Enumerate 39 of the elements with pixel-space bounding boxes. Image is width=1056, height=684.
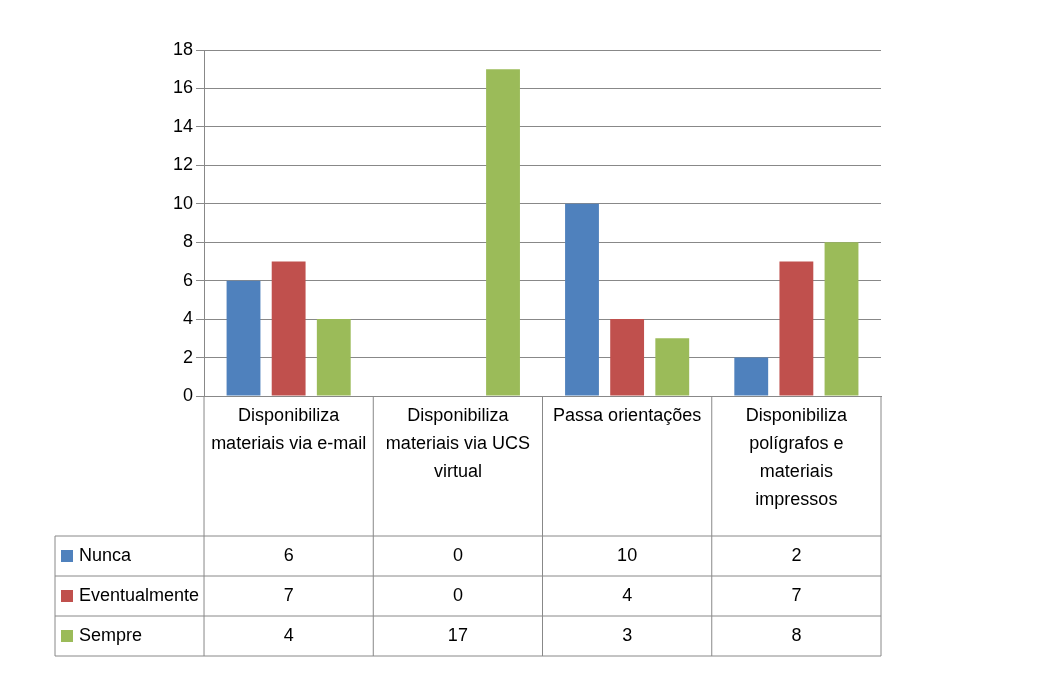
- y-tick-label: 8: [183, 231, 194, 252]
- data-label: 6: [283, 544, 294, 565]
- data-label: 0: [452, 584, 463, 605]
- legend-label: Eventualmente: [79, 584, 200, 605]
- y-tick-label: 16: [172, 77, 194, 98]
- y-tick-label: 14: [172, 115, 194, 136]
- y-tick-label: 4: [183, 308, 194, 329]
- y-tick-label: 10: [172, 192, 194, 213]
- y-tick-label: 6: [183, 269, 194, 290]
- data-label: 4: [283, 624, 294, 645]
- y-tick-label: 0: [183, 384, 194, 405]
- x-tick-label: Disponibiliza materiais via e-mail: [211, 404, 367, 453]
- data-label: 3: [622, 624, 633, 645]
- data-label: 17: [447, 624, 468, 645]
- bar: [610, 319, 645, 396]
- bar: [486, 69, 520, 396]
- data-label: 2: [791, 544, 802, 565]
- x-tick-label: Disponibiliza polígrafos e materiais impressos: [745, 404, 848, 509]
- legend-label: Sempre: [79, 624, 143, 645]
- x-tick-label: Disponibiliza materiais via UCS virtual: [385, 404, 530, 481]
- data-label: 10: [617, 544, 638, 565]
- data-label: 0: [452, 544, 463, 565]
- legend-label: Nunca: [79, 544, 133, 565]
- y-tick-label: 12: [172, 154, 194, 175]
- x-tick-label: Passa orientações: [553, 404, 702, 425]
- bar: [565, 203, 599, 396]
- bar: [655, 338, 690, 396]
- data-label: 8: [791, 624, 802, 645]
- data-label: 7: [283, 584, 294, 605]
- bar: [824, 242, 859, 396]
- bar: [779, 261, 814, 396]
- data-label: 7: [791, 584, 802, 605]
- bar: [734, 357, 769, 396]
- y-tick-label: 2: [183, 346, 194, 367]
- bar: [271, 261, 306, 396]
- data-label: 4: [622, 584, 633, 605]
- y-tick-label: 18: [172, 38, 194, 59]
- bar: [226, 280, 261, 396]
- bar: [316, 319, 351, 396]
